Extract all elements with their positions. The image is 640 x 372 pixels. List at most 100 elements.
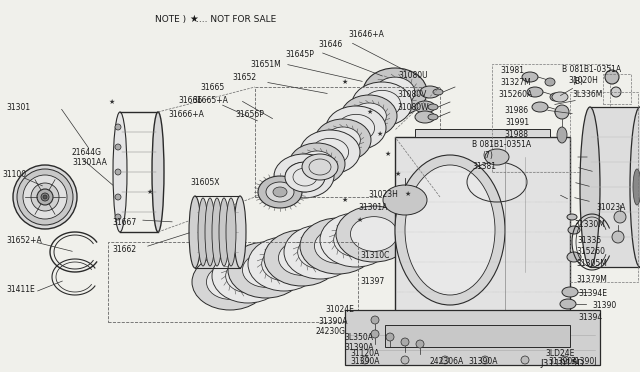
Ellipse shape [521,356,529,364]
Ellipse shape [115,214,121,220]
Text: B 081B1-0351A: B 081B1-0351A [562,64,621,74]
Ellipse shape [115,169,121,175]
Ellipse shape [314,229,362,263]
Ellipse shape [152,112,164,232]
Ellipse shape [420,86,440,98]
Ellipse shape [352,82,412,126]
Ellipse shape [361,356,369,364]
Text: 31662: 31662 [112,246,136,254]
Bar [603,74,631,104]
Ellipse shape [198,198,208,266]
Text: ★: ★ [342,79,348,85]
Ellipse shape [336,206,412,262]
Ellipse shape [614,211,626,223]
Text: 31651M: 31651M [250,60,281,68]
Bar [570,92,638,282]
Text: 24230G: 24230G [315,327,345,337]
Ellipse shape [611,87,621,97]
Bar [345,310,600,365]
Ellipse shape [115,124,121,130]
Text: 31390A: 31390A [318,317,348,327]
Text: 31100: 31100 [2,170,26,179]
Ellipse shape [312,138,349,166]
Text: 31379M: 31379M [576,276,607,285]
Ellipse shape [527,87,543,97]
Ellipse shape [630,107,640,267]
Ellipse shape [266,182,294,202]
Ellipse shape [31,183,59,211]
Text: 31023A: 31023A [596,202,625,212]
Ellipse shape [567,214,577,220]
Bar [108,242,358,322]
Ellipse shape [23,175,67,219]
Ellipse shape [326,106,386,150]
Ellipse shape [555,108,565,116]
Ellipse shape [405,165,495,295]
Text: ★: ★ [385,151,391,157]
Text: 31646: 31646 [318,39,342,48]
Text: 31605X: 31605X [190,177,220,186]
Ellipse shape [580,107,600,267]
Text: (B): (B) [572,77,583,86]
Text: 21644G: 21644G [72,148,102,157]
Text: 31023H: 31023H [368,189,398,199]
Text: 31120A: 31120A [350,350,380,359]
Text: .... NOT FOR SALE: .... NOT FOR SALE [196,15,276,23]
Ellipse shape [189,196,201,268]
Ellipse shape [416,340,424,348]
Ellipse shape [115,144,121,150]
Ellipse shape [522,72,538,82]
Ellipse shape [315,119,371,161]
Text: 31024E: 31024E [325,305,354,314]
Ellipse shape [205,198,215,266]
Text: 31390J: 31390J [570,357,596,366]
Ellipse shape [568,226,580,234]
Ellipse shape [234,196,246,268]
Text: 31080V: 31080V [397,90,426,99]
Text: 31390A: 31390A [548,357,577,366]
Text: 242306A: 242306A [430,357,464,366]
Text: 31080U: 31080U [398,71,428,80]
Text: ★: ★ [342,197,348,203]
Ellipse shape [248,237,320,291]
Text: 31656P: 31656P [235,109,264,119]
Ellipse shape [415,101,435,113]
Text: 315260: 315260 [576,247,605,257]
Text: ★: ★ [357,217,363,223]
Bar [492,64,610,172]
Ellipse shape [300,130,360,174]
Text: 31666+A: 31666+A [168,109,204,119]
Ellipse shape [192,254,268,310]
Text: 3LD24E: 3LD24E [545,350,574,359]
Text: 31390A: 31390A [350,357,380,366]
Ellipse shape [415,111,435,123]
Text: ★: ★ [189,14,198,24]
Ellipse shape [285,162,323,190]
Ellipse shape [262,247,307,281]
Text: 31394E: 31394E [578,289,607,298]
Ellipse shape [428,104,438,110]
Text: 31305M: 31305M [576,260,607,269]
Ellipse shape [433,89,443,95]
Ellipse shape [115,194,121,200]
Text: J311015D: J311015D [540,359,584,369]
Text: 315260A: 315260A [498,90,532,99]
Ellipse shape [557,127,567,143]
Ellipse shape [17,169,73,225]
Text: 31381: 31381 [472,161,496,170]
Ellipse shape [326,127,360,153]
Ellipse shape [228,242,304,298]
Ellipse shape [284,225,356,279]
Text: 31645P: 31645P [285,49,314,58]
Ellipse shape [300,218,376,274]
Text: 31020H: 31020H [568,76,598,84]
Ellipse shape [605,70,619,84]
Text: 31991: 31991 [505,118,529,126]
Bar [255,87,440,197]
Ellipse shape [386,333,394,341]
Text: 31667: 31667 [112,218,136,227]
Ellipse shape [371,316,379,324]
Ellipse shape [298,235,342,269]
Text: 31301: 31301 [6,103,30,112]
Ellipse shape [302,154,338,180]
